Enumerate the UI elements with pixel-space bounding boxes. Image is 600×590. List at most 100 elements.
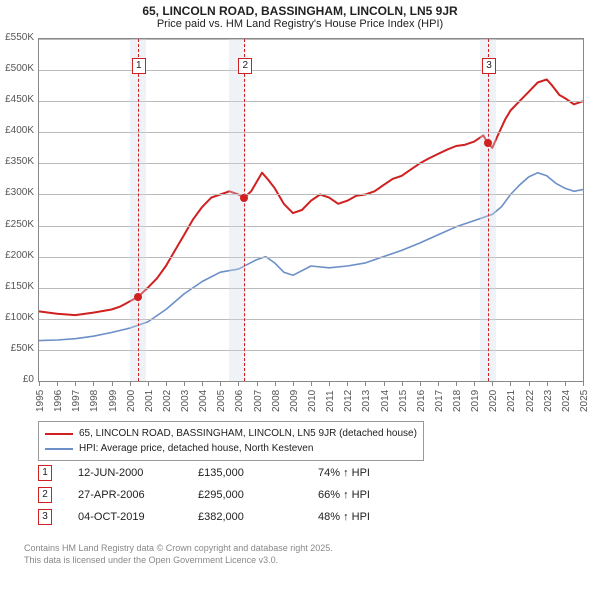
footer-line2: This data is licensed under the Open Gov… bbox=[24, 554, 333, 566]
xtick bbox=[293, 381, 294, 386]
transaction-row: 2 27-APR-2006£295,00066% ↑ HPI bbox=[38, 484, 438, 506]
marker-line bbox=[138, 39, 139, 381]
transaction-price: £295,000 bbox=[198, 489, 318, 501]
xtick-label: 2021 bbox=[506, 390, 517, 412]
ytick-label: £300K bbox=[0, 187, 34, 198]
gridline bbox=[39, 194, 583, 195]
xtick bbox=[402, 381, 403, 386]
xtick-label: 2025 bbox=[579, 390, 590, 412]
xtick-label: 2002 bbox=[162, 390, 173, 412]
gridline bbox=[39, 70, 583, 71]
legend-row: HPI: Average price, detached house, Nort… bbox=[45, 441, 417, 456]
transaction-id-box: 3 bbox=[38, 509, 52, 525]
xtick-label: 2018 bbox=[452, 390, 463, 412]
legend-row: 65, LINCOLN ROAD, BASSINGHAM, LINCOLN, L… bbox=[45, 426, 417, 441]
ytick-label: £350K bbox=[0, 156, 34, 167]
xtick-label: 2023 bbox=[543, 390, 554, 412]
legend-label: 65, LINCOLN ROAD, BASSINGHAM, LINCOLN, L… bbox=[79, 426, 417, 441]
xtick bbox=[474, 381, 475, 386]
xtick-label: 1995 bbox=[35, 390, 46, 412]
marker-line bbox=[244, 39, 245, 381]
xtick bbox=[238, 381, 239, 386]
transaction-row: 304-OCT-2019£382,00048% ↑ HPI bbox=[38, 506, 438, 528]
xtick bbox=[275, 381, 276, 386]
xtick bbox=[384, 381, 385, 386]
xtick bbox=[202, 381, 203, 386]
marker-box: 3 bbox=[482, 58, 496, 74]
transaction-price: £135,000 bbox=[198, 467, 318, 479]
transaction-delta: 74% ↑ HPI bbox=[318, 467, 438, 479]
ytick-label: £400K bbox=[0, 125, 34, 136]
sale-dot bbox=[134, 293, 142, 301]
sale-dot bbox=[240, 194, 248, 202]
title-line1: 65, LINCOLN ROAD, BASSINGHAM, LINCOLN, L… bbox=[0, 0, 600, 18]
gridline bbox=[39, 319, 583, 320]
title-line2: Price paid vs. HM Land Registry's House … bbox=[0, 18, 600, 30]
ytick-label: £100K bbox=[0, 312, 34, 323]
xtick bbox=[547, 381, 548, 386]
xtick-label: 2020 bbox=[488, 390, 499, 412]
gridline bbox=[39, 257, 583, 258]
gridline bbox=[39, 163, 583, 164]
xtick bbox=[257, 381, 258, 386]
xtick-label: 2022 bbox=[525, 390, 536, 412]
xtick bbox=[166, 381, 167, 386]
xtick-label: 2008 bbox=[271, 390, 282, 412]
xtick bbox=[39, 381, 40, 386]
legend: 65, LINCOLN ROAD, BASSINGHAM, LINCOLN, L… bbox=[38, 421, 424, 461]
transaction-id-box: 1 bbox=[38, 465, 52, 481]
transaction-date: 27-APR-2006 bbox=[78, 489, 198, 501]
gridline bbox=[39, 39, 583, 40]
xtick-label: 1999 bbox=[108, 390, 119, 412]
ytick-label: £500K bbox=[0, 63, 34, 74]
gridline bbox=[39, 132, 583, 133]
xtick bbox=[112, 381, 113, 386]
xtick-label: 2015 bbox=[398, 390, 409, 412]
xtick bbox=[75, 381, 76, 386]
transaction-delta: 48% ↑ HPI bbox=[318, 511, 438, 523]
xtick bbox=[93, 381, 94, 386]
xtick bbox=[420, 381, 421, 386]
xtick-label: 1997 bbox=[71, 390, 82, 412]
xtick-label: 2016 bbox=[416, 390, 427, 412]
xtick bbox=[329, 381, 330, 386]
xtick bbox=[456, 381, 457, 386]
xtick-label: 2006 bbox=[234, 390, 245, 412]
gridline bbox=[39, 288, 583, 289]
xtick bbox=[492, 381, 493, 386]
xtick-label: 2007 bbox=[253, 390, 264, 412]
xtick bbox=[311, 381, 312, 386]
xtick-label: 2004 bbox=[198, 390, 209, 412]
ytick-label: £150K bbox=[0, 281, 34, 292]
ytick-label: £200K bbox=[0, 250, 34, 261]
xtick-label: 2012 bbox=[343, 390, 354, 412]
footer-text: Contains HM Land Registry data © Crown c… bbox=[24, 542, 333, 566]
transaction-id-box: 2 bbox=[38, 487, 52, 503]
xtick-label: 2001 bbox=[144, 390, 155, 412]
marker-box: 1 bbox=[132, 58, 146, 74]
ytick-label: £550K bbox=[0, 32, 34, 43]
price-chart: 1 2 3 bbox=[38, 38, 584, 382]
marker-box: 2 bbox=[238, 58, 252, 74]
xtick-label: 1996 bbox=[53, 390, 64, 412]
xtick-label: 2019 bbox=[470, 390, 481, 412]
xtick bbox=[130, 381, 131, 386]
transaction-delta: 66% ↑ HPI bbox=[318, 489, 438, 501]
xtick-label: 2003 bbox=[180, 390, 191, 412]
footer-line1: Contains HM Land Registry data © Crown c… bbox=[24, 542, 333, 554]
sale-dot bbox=[484, 139, 492, 147]
xtick bbox=[565, 381, 566, 386]
xtick-label: 2013 bbox=[361, 390, 372, 412]
ytick-label: £0 bbox=[0, 374, 34, 385]
chart-lines bbox=[39, 39, 583, 381]
xtick bbox=[365, 381, 366, 386]
xtick bbox=[438, 381, 439, 386]
gridline bbox=[39, 101, 583, 102]
ytick-label: £450K bbox=[0, 94, 34, 105]
xtick bbox=[583, 381, 584, 386]
ytick-label: £50K bbox=[0, 343, 34, 354]
xtick bbox=[347, 381, 348, 386]
xtick-label: 2014 bbox=[380, 390, 391, 412]
legend-swatch bbox=[45, 433, 73, 435]
transaction-date: 12-JUN-2000 bbox=[78, 467, 198, 479]
